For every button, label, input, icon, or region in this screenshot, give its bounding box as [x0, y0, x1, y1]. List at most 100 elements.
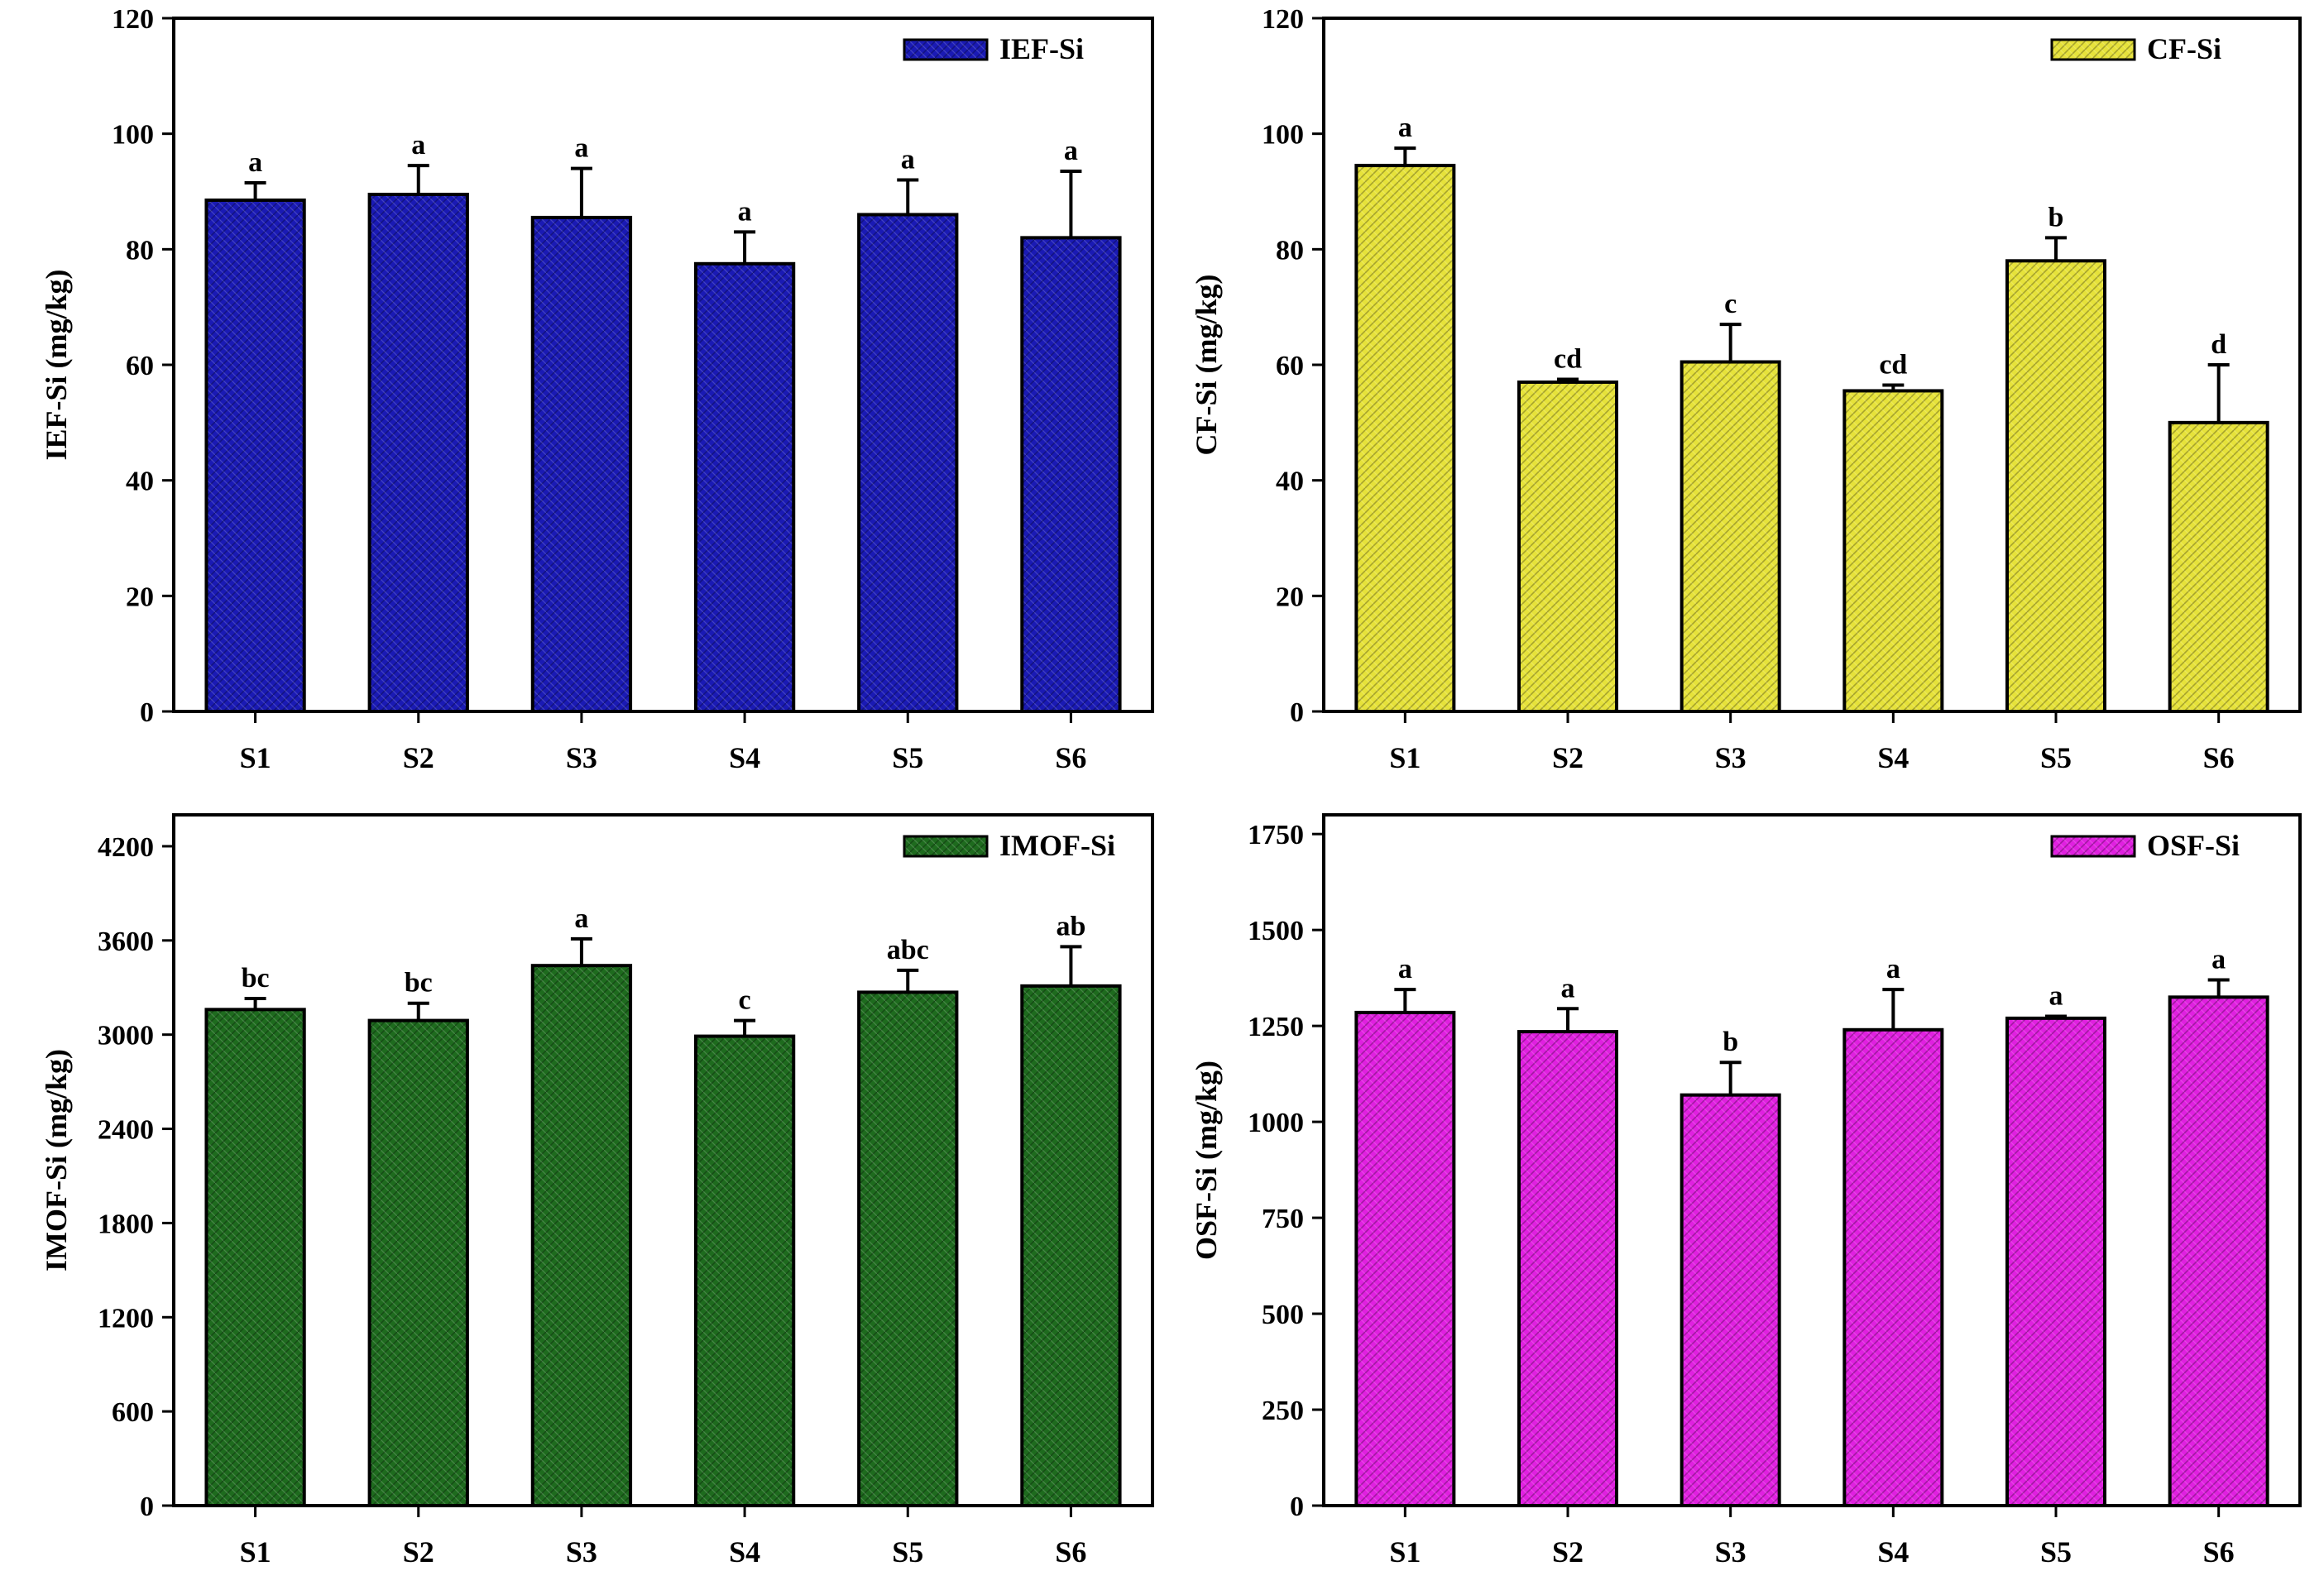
ief-si-xtick-label: S6	[1055, 741, 1086, 774]
cf-si-significance-label: c	[1724, 289, 1737, 319]
ief-si-ytick-label: 0	[140, 697, 154, 728]
imof-si-panel: 0 600 1200 1800 2400 3000 3600 4200 IMOF-Si (mg/…	[40, 813, 1154, 1568]
osf-si-ytick-label: 1750	[1248, 820, 1304, 850]
osf-si-significance-label: a	[2049, 981, 2063, 1012]
cf-si-xtick-label: S4	[1877, 741, 1909, 774]
cf-si-ytick-label: 40	[1276, 467, 1304, 497]
imof-si-ytick-label: 600	[112, 1397, 154, 1428]
imof-si-ytick-label: 2400	[98, 1115, 154, 1146]
ief-si-significance-label: a	[901, 145, 915, 175]
osf-si-panel: 0 250 500 750 1000 1250 1500 1750 OSF-Si (mg/kg)…	[1190, 813, 2302, 1568]
osf-si-bar	[2168, 995, 2269, 1507]
ief-si-xtick-label: S4	[729, 741, 760, 774]
osf-si-significance-label: a	[1561, 973, 1575, 1003]
imof-si-bar	[1020, 984, 1122, 1507]
ief-si-ytick-label: 40	[126, 467, 154, 497]
imof-si-significance-label: ab	[1056, 911, 1085, 941]
osf-si-xtick-label: S4	[1877, 1535, 1909, 1568]
cf-si-legend-swatch	[2050, 38, 2136, 61]
osf-si-bar	[2005, 1016, 2106, 1507]
osf-si-xtick-label: S6	[2203, 1535, 2235, 1568]
ief-si-significance-label: a	[411, 130, 425, 160]
ief-si-bar	[1020, 236, 1122, 714]
osf-si-xtick-label: S5	[2040, 1535, 2072, 1568]
imof-si-bar	[857, 990, 959, 1508]
ief-si-ytick-label: 100	[112, 120, 154, 151]
cf-si-bar	[1842, 389, 1944, 713]
imof-si-bar	[367, 1018, 469, 1507]
cf-si-significance-label: a	[1398, 113, 1412, 143]
osf-si-xtick-label: S3	[1715, 1535, 1747, 1568]
cf-si-bar	[1680, 360, 1781, 713]
imof-si-ytick-label: 3000	[98, 1021, 154, 1051]
ief-si-bar	[693, 261, 796, 713]
cf-si-ylabel: CF-Si (mg/kg)	[1190, 275, 1223, 456]
osf-si-significance-label: a	[1886, 954, 1900, 984]
imof-si-bar	[204, 1008, 306, 1508]
imof-si-significance-label: a	[574, 903, 588, 934]
osf-si-bar	[1680, 1093, 1781, 1508]
cf-si-significance-label: d	[2211, 329, 2226, 360]
osf-si-significance-label: a	[1398, 954, 1412, 984]
imof-si-ylabel: IMOF-Si (mg/kg)	[40, 1049, 73, 1272]
osf-si-ytick-label: 250	[1262, 1396, 1304, 1426]
osf-si-bar	[1842, 1027, 1944, 1508]
imof-si-significance-label: bc	[405, 968, 433, 999]
cf-si-xtick-label: S1	[1389, 741, 1421, 774]
imof-si-bar	[530, 964, 633, 1507]
imof-si-xtick-label: S5	[892, 1535, 923, 1568]
ief-si-xtick-label: S2	[403, 741, 434, 774]
ief-si-ytick-label: 80	[126, 235, 154, 266]
ief-si-bar	[530, 215, 633, 713]
cf-si-ytick-label: 0	[1290, 697, 1304, 728]
ief-si-bar	[367, 192, 469, 714]
ief-si-significance-label: a	[574, 133, 588, 164]
cf-si-legend-label: CF-Si	[2147, 32, 2221, 65]
imof-si-xtick-label: S4	[729, 1535, 760, 1568]
ief-si-ytick-label: 120	[112, 4, 154, 35]
imof-si-bar	[693, 1034, 796, 1508]
ief-si-xtick-label: S1	[240, 741, 271, 774]
osf-si-xtick-label: S1	[1389, 1535, 1421, 1568]
imof-si-ytick-label: 1200	[98, 1303, 154, 1334]
cf-si-xtick-label: S6	[2203, 741, 2235, 774]
imof-si-ytick-label: 1800	[98, 1209, 154, 1239]
ief-si-ytick-label: 20	[126, 582, 154, 612]
cf-si-panel: 0 20 40 60 80 100 120 CF-Si (mg/kg) S1 a S2 cd S3 c S4…	[1190, 4, 2302, 774]
ief-si-legend-swatch	[903, 38, 989, 61]
osf-si-significance-label: b	[1723, 1027, 1738, 1057]
osf-si-bar	[1354, 1010, 1456, 1508]
cf-si-bar	[1354, 164, 1456, 713]
ief-si-xtick-label: S3	[566, 741, 597, 774]
osf-si-ytick-label: 1250	[1248, 1012, 1304, 1042]
cf-si-xtick-label: S5	[2040, 741, 2072, 774]
imof-si-ytick-label: 4200	[98, 832, 154, 863]
osf-si-ytick-label: 0	[1290, 1492, 1304, 1522]
imof-si-ytick-label: 0	[140, 1492, 154, 1522]
imof-si-xtick-label: S2	[403, 1535, 434, 1568]
ief-si-significance-label: a	[738, 196, 752, 227]
cf-si-ytick-label: 80	[1276, 235, 1304, 266]
ief-si-bar	[857, 213, 959, 713]
ief-si-ylabel: IEF-Si (mg/kg)	[40, 269, 73, 460]
imof-si-significance-label: c	[739, 985, 751, 1016]
ief-si-xtick-label: S5	[892, 741, 923, 774]
cf-si-ytick-label: 60	[1276, 351, 1304, 381]
cf-si-bar	[2005, 259, 2106, 713]
osf-si-significance-label: a	[2211, 944, 2226, 975]
ief-si-legend-label: IEF-Si	[999, 32, 1084, 65]
ief-si-significance-label: a	[1064, 136, 1078, 166]
cf-si-significance-label: b	[2048, 202, 2064, 232]
osf-si-ytick-label: 500	[1262, 1300, 1304, 1330]
cf-si-significance-label: cd	[1554, 343, 1582, 374]
osf-si-ytick-label: 1500	[1248, 916, 1304, 946]
cf-si-ytick-label: 100	[1262, 120, 1304, 151]
cf-si-plot-frame	[1322, 17, 2302, 713]
cf-si-ytick-label: 20	[1276, 582, 1304, 612]
cf-si-xtick-label: S3	[1715, 741, 1747, 774]
cf-si-xtick-label: S2	[1552, 741, 1584, 774]
ief-si-bar	[204, 198, 306, 714]
imof-si-legend-swatch	[903, 835, 989, 858]
osf-si-ytick-label: 1000	[1248, 1108, 1304, 1138]
